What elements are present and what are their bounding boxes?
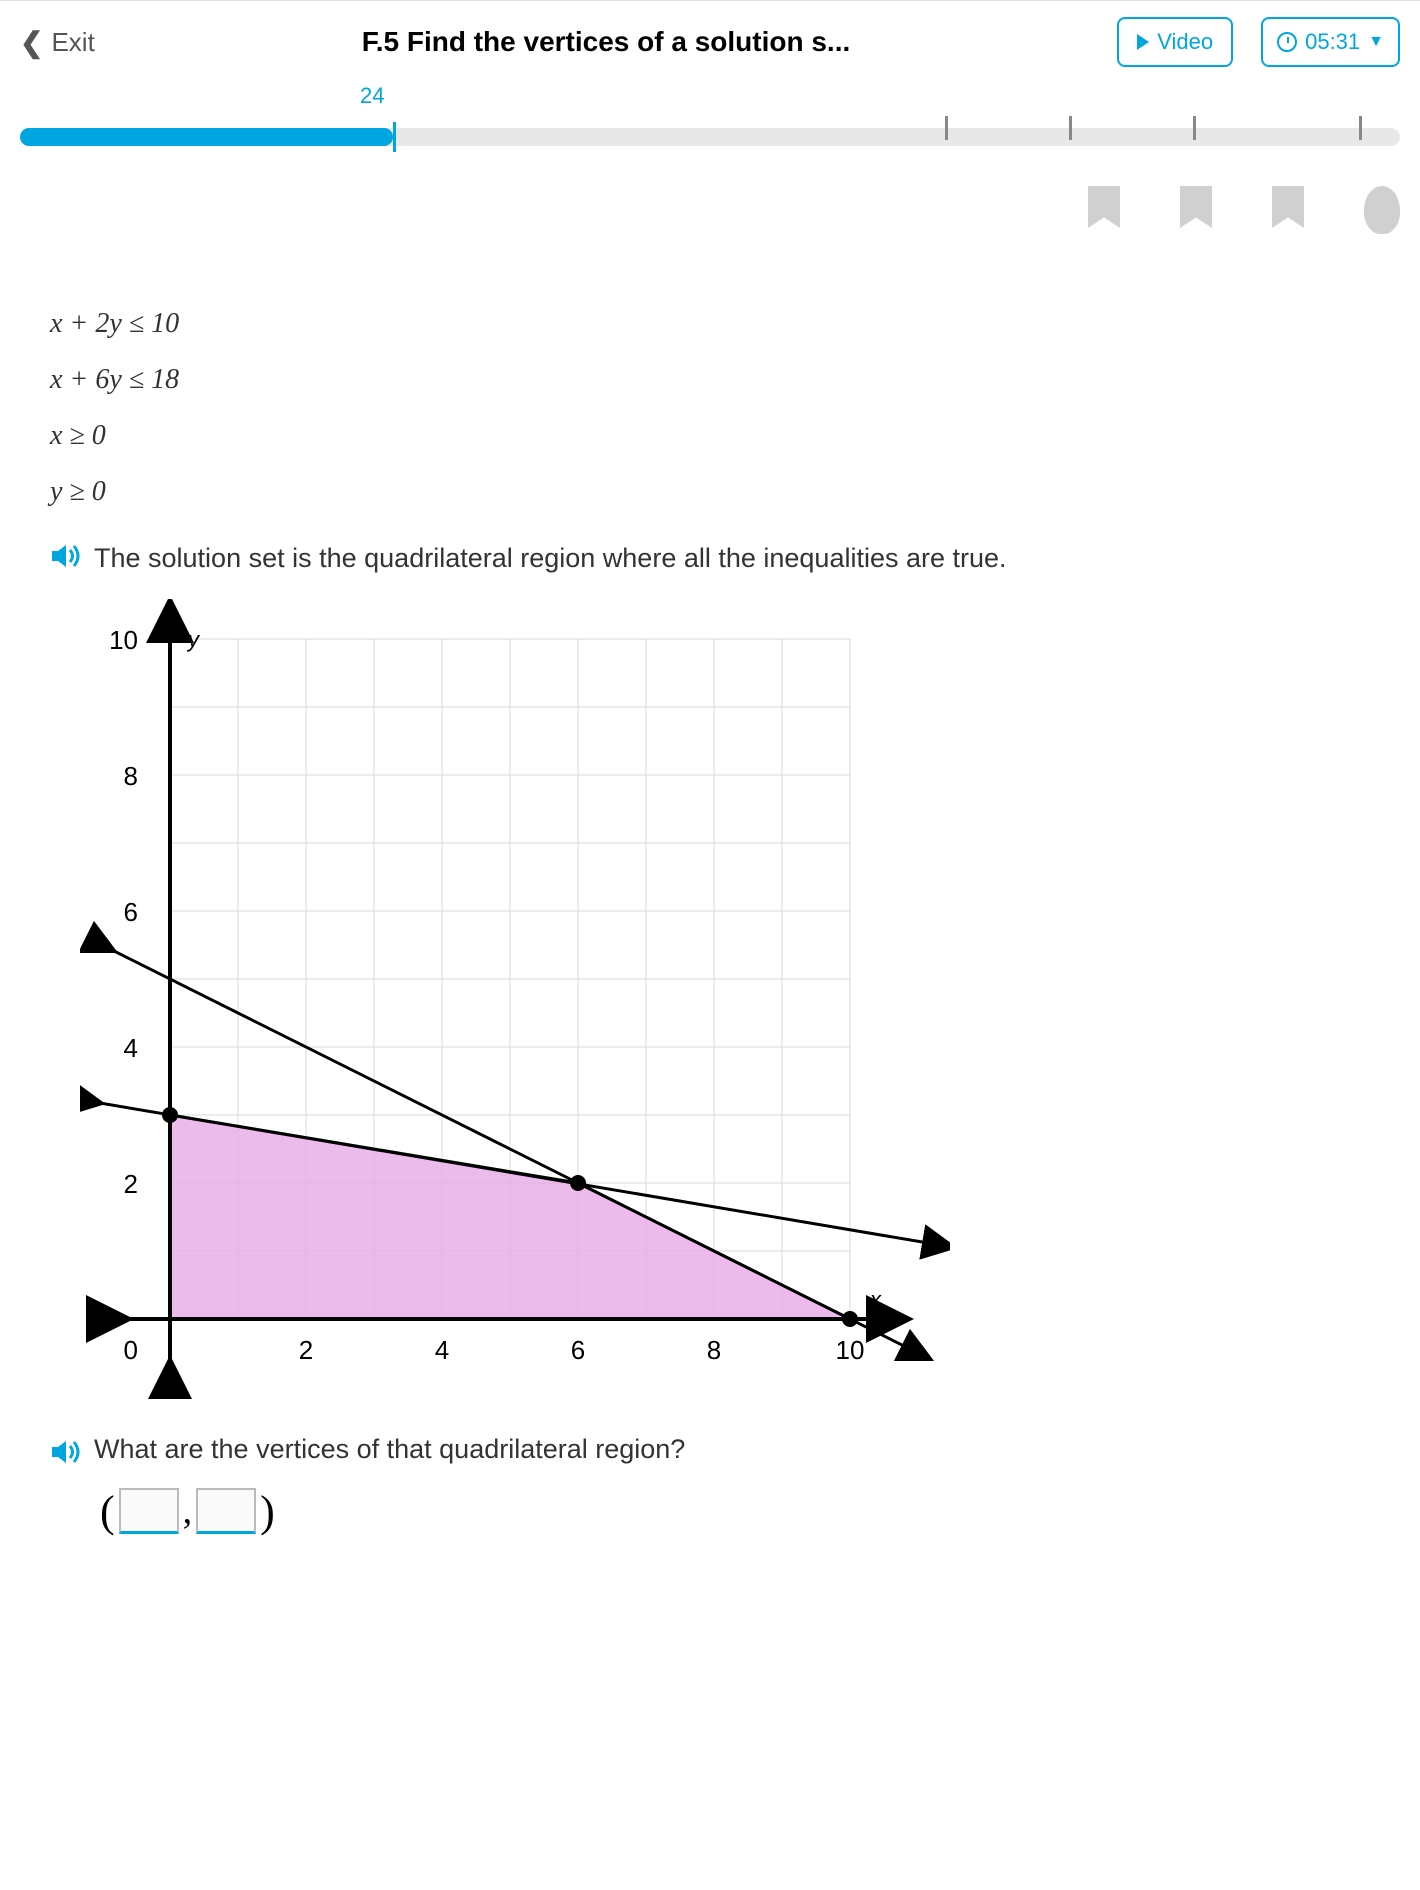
progress-section: 24 [0, 83, 1420, 176]
chart-svg: 10 8 6 4 2 0 2 4 6 8 10 y x [80, 599, 950, 1399]
milestone-tick [1359, 116, 1362, 140]
x-axis-label: x [869, 1287, 882, 1312]
comma: , [183, 1489, 193, 1533]
y-axis-label: y [186, 627, 201, 652]
question-text: What are the vertices of that quadrilate… [94, 1434, 685, 1465]
answer-x-input[interactable] [119, 1488, 179, 1534]
clock-icon [1277, 32, 1297, 52]
y-tick: 8 [124, 761, 138, 791]
chart: 10 8 6 4 2 0 2 4 6 8 10 y x [80, 599, 1370, 1404]
question-row: What are the vertices of that quadrilate… [50, 1434, 1370, 1466]
x-tick: 4 [435, 1335, 449, 1365]
ribbon-icon[interactable] [1364, 186, 1400, 234]
answer-input-row: ( , ) [100, 1486, 1370, 1537]
bookmark-icon[interactable] [1088, 186, 1120, 228]
vertex-point [162, 1107, 178, 1123]
open-paren: ( [100, 1486, 115, 1537]
timer-button[interactable]: 05:31 ▼ [1261, 17, 1400, 67]
progress-value: 24 [360, 83, 384, 109]
x-tick: 10 [836, 1335, 865, 1365]
exit-button[interactable]: ❮ Exit [20, 26, 95, 59]
progress-current-tick [393, 122, 396, 152]
content-area: x + 2y ≤ 10 x + 6y ≤ 18 x ≥ 0 y ≥ 0 The … [0, 264, 1420, 1557]
inequality-1: x + 2y ≤ 10 [50, 308, 1370, 340]
play-icon [1137, 34, 1149, 50]
milestone-tick [1069, 116, 1072, 140]
x-tick: 6 [571, 1335, 585, 1365]
vertex-point [570, 1175, 586, 1191]
y-tick: 6 [124, 897, 138, 927]
progress-bar [20, 128, 1400, 146]
speaker-icon[interactable] [50, 542, 82, 570]
y-tick: 0 [124, 1335, 138, 1365]
timer-label: 05:31 [1305, 29, 1360, 55]
bookmark-icon[interactable] [1180, 186, 1212, 228]
speaker-icon[interactable] [50, 1438, 82, 1466]
inequality-2: x + 6y ≤ 18 [50, 364, 1370, 396]
milestone-tick [945, 116, 948, 140]
description-text: The solution set is the quadrilateral re… [94, 538, 1007, 579]
y-tick: 2 [124, 1169, 138, 1199]
description-row: The solution set is the quadrilateral re… [50, 538, 1370, 579]
progress-fill [20, 128, 393, 146]
video-button[interactable]: Video [1117, 17, 1233, 67]
exit-label: Exit [51, 27, 94, 58]
answer-y-input[interactable] [196, 1488, 256, 1534]
video-label: Video [1157, 29, 1213, 55]
chevron-left-icon: ❮ [20, 26, 43, 59]
x-tick: 2 [299, 1335, 313, 1365]
chevron-down-icon: ▼ [1368, 33, 1384, 51]
bookmark-icon[interactable] [1272, 186, 1304, 228]
inequality-4: y ≥ 0 [50, 476, 1370, 508]
close-paren: ) [260, 1486, 275, 1537]
header-bar: ❮ Exit F.5 Find the vertices of a soluti… [0, 0, 1420, 83]
vertex-point [842, 1311, 858, 1327]
inequality-3: x ≥ 0 [50, 420, 1370, 452]
milestone-tick [1193, 116, 1196, 140]
bookmark-row [0, 176, 1420, 264]
page-title: F.5 Find the vertices of a solution s... [115, 26, 1097, 58]
y-tick: 10 [109, 625, 138, 655]
y-tick: 4 [124, 1033, 138, 1063]
x-tick: 8 [707, 1335, 721, 1365]
